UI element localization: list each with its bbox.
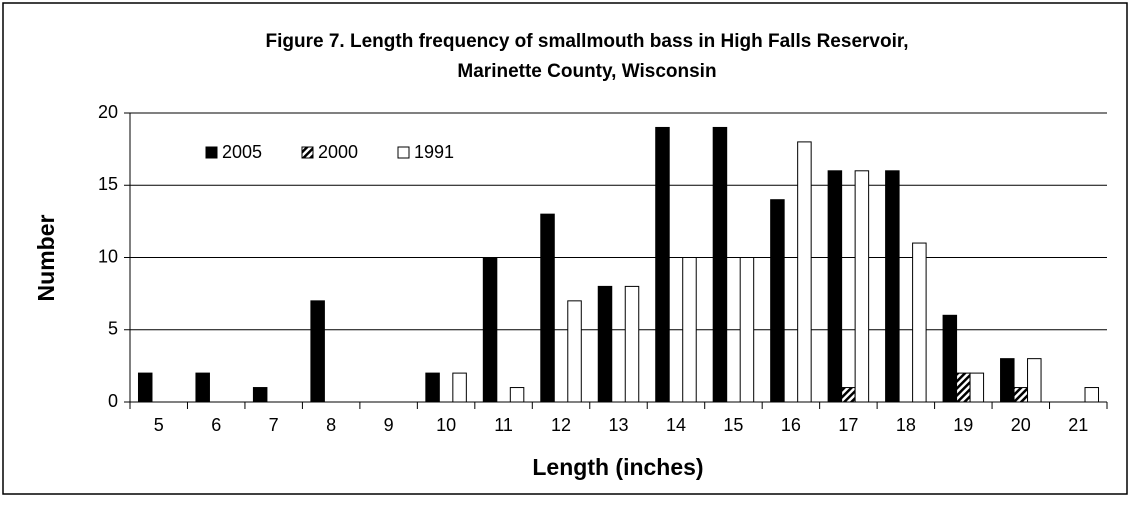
legend-swatch (205, 146, 218, 159)
legend-swatch (397, 146, 410, 159)
bar (969, 372, 985, 403)
x-tick-label: 10 (436, 415, 456, 435)
x-tick-label: 14 (666, 415, 686, 435)
bar (885, 170, 900, 403)
bar (912, 242, 927, 403)
chart-title: Marinette County, Wisconsin (457, 61, 716, 82)
bar (482, 257, 498, 403)
bar (682, 257, 697, 403)
bar (597, 285, 613, 403)
x-tick-label: 11 (494, 415, 513, 435)
bar (655, 126, 670, 403)
x-tick-label: 12 (551, 415, 571, 435)
bar (797, 141, 812, 403)
bar (712, 126, 728, 403)
bar (1027, 358, 1042, 403)
y-tick-label: 5 (108, 319, 118, 339)
y-tick-label: 10 (98, 246, 118, 266)
x-tick-label: 8 (326, 415, 336, 435)
legend-label: 2000 (318, 142, 358, 162)
chart-title: Figure 7. Length frequency of smallmouth… (266, 31, 909, 52)
bar (137, 372, 153, 403)
bar (770, 199, 785, 403)
y-tick-label: 15 (98, 174, 118, 194)
x-tick-label: 20 (1011, 415, 1031, 435)
y-axis-label: Number (33, 215, 59, 302)
x-tick-label: 21 (1068, 415, 1088, 435)
bar (195, 372, 210, 403)
bar (452, 372, 467, 403)
x-tick-label: 13 (608, 415, 628, 435)
x-tick-label: 5 (154, 415, 164, 435)
legend-swatch (301, 146, 314, 159)
bar (1013, 387, 1029, 403)
x-tick-label: 15 (723, 415, 743, 435)
x-tick-label: 6 (211, 415, 221, 435)
legend-label: 1991 (414, 142, 454, 162)
bar (956, 372, 971, 403)
bar (841, 387, 856, 403)
x-tick-label: 17 (838, 415, 858, 435)
bar (1000, 358, 1015, 403)
x-tick-label: 19 (953, 415, 973, 435)
x-tick-label: 16 (781, 415, 801, 435)
bar (739, 257, 755, 403)
y-tick-label: 0 (108, 391, 118, 411)
bar (310, 300, 325, 403)
x-axis-label: Length (inches) (532, 454, 703, 480)
legend-label: 2005 (222, 142, 262, 162)
x-tick-label: 18 (896, 415, 916, 435)
bar (1084, 387, 1100, 403)
bar (624, 285, 640, 403)
bar (252, 387, 268, 403)
bar (425, 372, 440, 403)
y-tick-label: 20 (98, 102, 118, 122)
bar (567, 300, 582, 403)
frame (2, 2, 1128, 495)
bar (854, 170, 870, 403)
bar (827, 170, 843, 403)
bar (540, 213, 555, 403)
bar (942, 314, 958, 403)
x-tick-label: 7 (269, 415, 279, 435)
bar (509, 387, 525, 403)
x-tick-label: 9 (384, 415, 394, 435)
